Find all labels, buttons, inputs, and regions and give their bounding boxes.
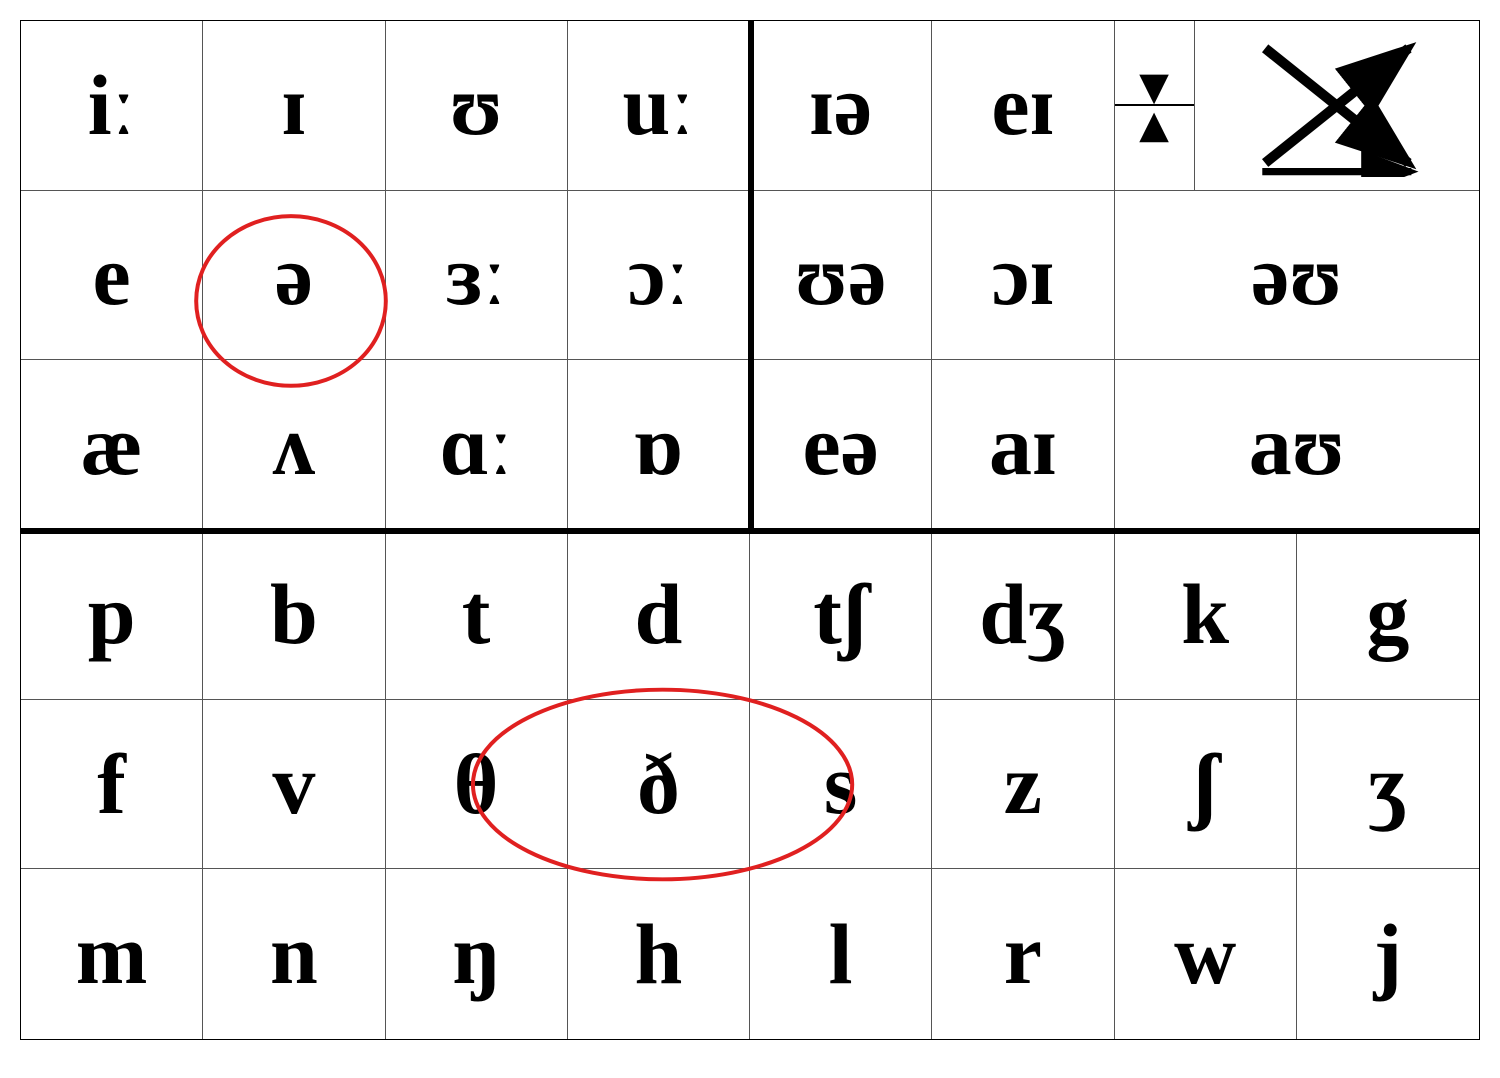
cell-r1-c2: ɪ — [203, 21, 385, 191]
corner-legend-cell: ▾▴ — [1115, 21, 1480, 191]
cell-r2-c1: e — [21, 191, 203, 361]
phonemic-chart: iːɪʊuːɪəeɪeəɜːɔːʊəɔɪæʌɑːɒeəaɪpbtdtʃdʒkgf… — [20, 20, 1480, 1040]
cell-r5-c1: f — [21, 700, 203, 870]
diphthong-arrows-icon — [1195, 21, 1479, 190]
cell-r4-c3: t — [386, 530, 568, 700]
cell-r2-c3: ɜː — [386, 191, 568, 361]
cell-r4-c7: k — [1115, 530, 1297, 700]
cell-r3-c3: ɑː — [386, 360, 568, 530]
cell-r1-c6: eɪ — [932, 21, 1114, 191]
cell-r2-c2: ə — [203, 191, 385, 361]
cell-r3-c5: eə — [750, 360, 932, 530]
cell-r5-c4: ð — [568, 700, 750, 870]
cell-r2-c4: ɔː — [568, 191, 750, 361]
merged-cell-r3: aʊ — [1115, 360, 1480, 530]
cell-r3-c6: aɪ — [932, 360, 1114, 530]
cell-r1-c5: ɪə — [750, 21, 932, 191]
cell-r4-c5: tʃ — [750, 530, 932, 700]
cell-r5-c5: s — [750, 700, 932, 870]
horizontal-thick-divider — [21, 528, 1479, 534]
cell-r6-c6: r — [932, 869, 1114, 1039]
cell-r5-c6: z — [932, 700, 1114, 870]
cell-r5-c3: θ — [386, 700, 568, 870]
cell-r5-c2: v — [203, 700, 385, 870]
cell-r3-c4: ɒ — [568, 360, 750, 530]
cell-r3-c2: ʌ — [203, 360, 385, 530]
cell-r4-c6: dʒ — [932, 530, 1114, 700]
length-mark-icon: ▾▴ — [1115, 21, 1195, 190]
cell-r6-c3: ŋ — [386, 869, 568, 1039]
vertical-thick-divider — [748, 21, 754, 531]
cell-r4-c2: b — [203, 530, 385, 700]
cell-r4-c4: d — [568, 530, 750, 700]
cell-r6-c7: w — [1115, 869, 1297, 1039]
cell-r1-c3: ʊ — [386, 21, 568, 191]
cell-r5-c7: ʃ — [1115, 700, 1297, 870]
cell-r6-c2: n — [203, 869, 385, 1039]
cell-r1-c4: uː — [568, 21, 750, 191]
cell-r2-c6: ɔɪ — [932, 191, 1114, 361]
merged-cell-r2: əʊ — [1115, 191, 1480, 361]
cell-r4-c1: p — [21, 530, 203, 700]
cell-r6-c1: m — [21, 869, 203, 1039]
cell-r6-c5: l — [750, 869, 932, 1039]
cell-r6-c8: j — [1297, 869, 1479, 1039]
cell-r2-c5: ʊə — [750, 191, 932, 361]
cell-r3-c1: æ — [21, 360, 203, 530]
cell-r4-c8: g — [1297, 530, 1479, 700]
cell-r6-c4: h — [568, 869, 750, 1039]
cell-r5-c8: ʒ — [1297, 700, 1479, 870]
cell-r1-c1: iː — [21, 21, 203, 191]
